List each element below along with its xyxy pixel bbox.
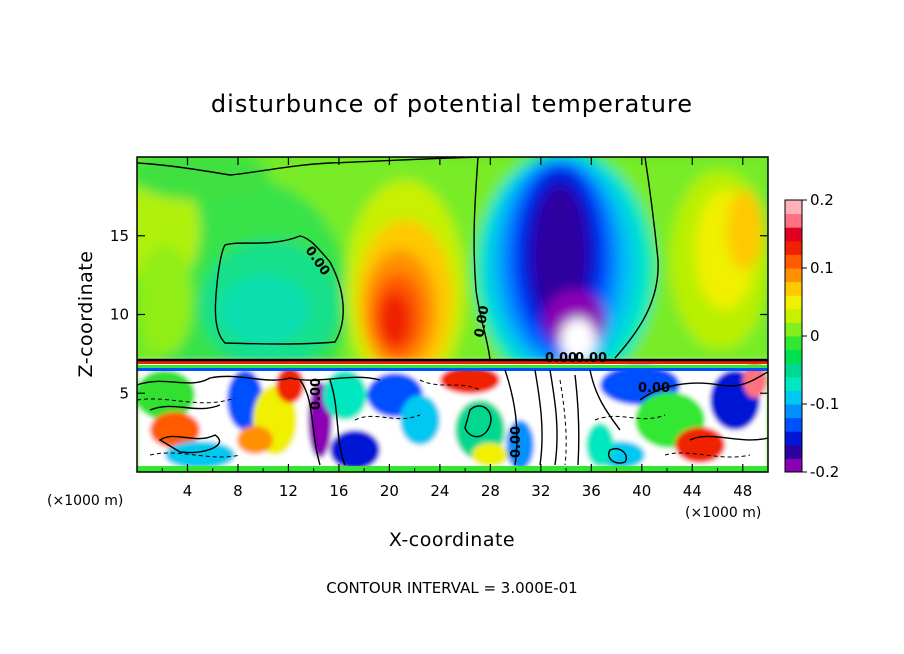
colorbar-tick-label: -0.2	[810, 463, 839, 481]
colorbar-swatch	[785, 390, 802, 405]
colorbar-swatch	[785, 363, 802, 378]
x-axis: 4 8 12 16 20 24 28 32 36 40 44 48	[161, 157, 752, 500]
x-unit-right: (×1000 m)	[685, 505, 761, 521]
colorbar-swatch	[785, 349, 802, 364]
heatmap-field: 0.00 0.00 0.00 0.00 0.00 0.00 0.00	[137, 157, 768, 472]
x-tick-label: 36	[582, 482, 601, 500]
y-axis: 5 10 15	[110, 227, 768, 402]
colorbar: -0.2 -0.1 0 0.1 0.2	[784, 191, 839, 481]
colorbar-swatch	[785, 200, 802, 215]
y-tick-label: 5	[119, 384, 129, 402]
x-tick-label: 24	[430, 482, 449, 500]
contour-lines-dashed	[137, 379, 751, 466]
colorbar-swatch	[785, 268, 802, 283]
x-tick-label: 48	[733, 482, 752, 500]
contour-label: 0.00	[575, 351, 607, 366]
colorbar-swatch	[785, 308, 802, 323]
contour-interval-note: CONTOUR INTERVAL = 3.000E-01	[326, 579, 577, 597]
colorbar-swatch	[785, 404, 802, 419]
colorbar-swatch	[785, 227, 802, 242]
interface-stripes	[137, 360, 768, 472]
x-axis-title: X-coordinate	[389, 529, 515, 551]
contour-label: 0.00	[309, 378, 324, 410]
colorbar-swatch	[785, 444, 802, 459]
contour-lines	[137, 157, 768, 466]
colorbar-swatch	[785, 295, 802, 310]
contour-label: 0.00	[545, 351, 577, 366]
colorbar-swatch	[785, 213, 802, 228]
contour-label: 0.00	[472, 304, 492, 338]
x-tick-label: 4	[183, 482, 193, 500]
colorbar-swatch	[785, 240, 802, 255]
colorbar-tick-label: 0	[810, 327, 820, 345]
x-tick-label: 28	[481, 482, 500, 500]
contour-label: 0.00	[638, 381, 670, 396]
colorbar-swatch	[785, 322, 802, 337]
colorbar-swatch	[785, 458, 802, 473]
colorbar-swatch	[785, 336, 802, 351]
y-tick-label: 10	[110, 306, 129, 324]
x-tick-label: 32	[531, 482, 550, 500]
y-tick-label: 15	[110, 227, 129, 245]
x-tick-label: 44	[683, 482, 702, 500]
y-axis-title: Z-coordinate	[75, 251, 97, 378]
colorbar-swatch	[785, 281, 802, 296]
colorbar-swatch	[785, 431, 802, 446]
colorbar-tick-label: 0.1	[810, 259, 834, 277]
colorbar-swatch	[785, 254, 802, 269]
contour-label: 0.00	[509, 426, 524, 458]
colorbar-tick-label: 0.2	[810, 191, 834, 209]
x-tick-label: 20	[380, 482, 399, 500]
x-tick-label: 8	[233, 482, 243, 500]
x-tick-label: 40	[632, 482, 651, 500]
colorbar-swatch	[785, 417, 802, 432]
x-tick-label: 16	[329, 482, 348, 500]
colorbar-swatch	[785, 376, 802, 391]
chart-title: disturbunce of potential temperature	[211, 90, 693, 118]
x-tick-label: 12	[279, 482, 298, 500]
x-unit-left: (×1000 m)	[47, 493, 123, 509]
colorbar-tick-label: -0.1	[810, 395, 839, 413]
